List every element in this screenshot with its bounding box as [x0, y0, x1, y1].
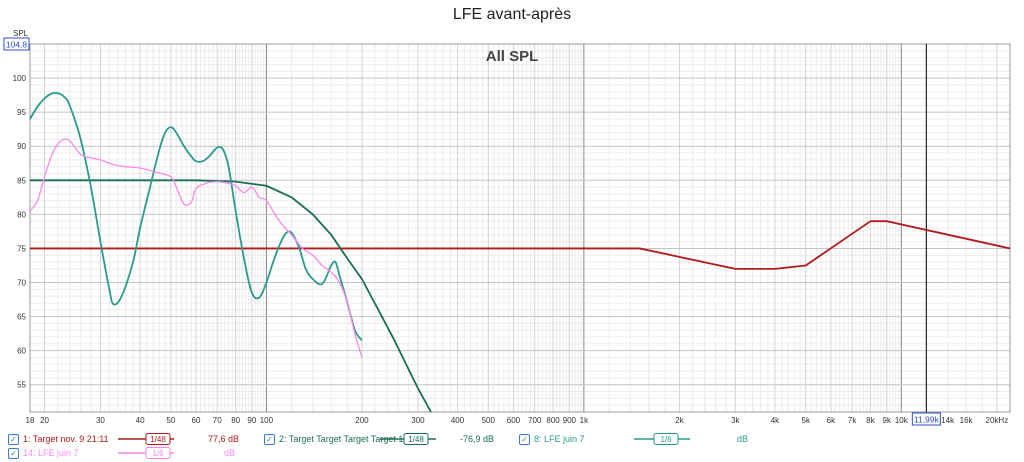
x-tick-label: 1k: [580, 416, 589, 425]
x-tick-label: 90: [247, 416, 256, 425]
plot-frame: [29, 43, 1011, 413]
x-tick-label: 60: [192, 416, 201, 425]
x-tick-label: 10k: [895, 416, 909, 425]
legend-item-lfe-juin-8[interactable]: ✓ 8: LFE juin 7: [519, 432, 585, 446]
y-tick-label: 60: [17, 347, 26, 356]
series-line-3[interactable]: [29, 91, 363, 342]
x-tick-label: 500: [482, 416, 496, 425]
legend-label: 2: Target Target Target Target 1: [279, 434, 404, 444]
x-tick-label: 18: [26, 416, 35, 425]
x-tick-label: 30: [96, 416, 105, 425]
x-tick-label: 100: [260, 416, 274, 425]
x-tick-label: 70: [213, 416, 222, 425]
x-readout-box: [911, 412, 941, 426]
x-tick-label: 40: [136, 416, 145, 425]
legend-level: dB: [224, 448, 236, 458]
x-tick-label: 800: [546, 416, 560, 425]
x-tick-label: 2k: [675, 416, 684, 425]
chart-title: LFE avant-après: [452, 6, 572, 23]
y-tick-label: 55: [17, 381, 26, 390]
smoothing-button[interactable]: 1/48: [118, 433, 174, 445]
checkbox-icon[interactable]: ✓: [8, 447, 19, 459]
y-tick-label: 65: [17, 313, 26, 322]
x-tick-label: 3k: [731, 416, 740, 425]
x-tick-label: 16k: [960, 416, 974, 425]
series-line-2[interactable]: [30, 179, 432, 413]
x-tick-label: 14k: [941, 416, 955, 425]
y-readout-box: [3, 37, 30, 51]
x-tick-label: 8k: [866, 416, 875, 425]
legend: ✓ 1: Target nov. 9 21:11 1/48 77,6 dB ✓ …: [0, 428, 1024, 462]
y-tick-label: 75: [17, 244, 26, 253]
x-tick-label: 50: [166, 416, 175, 425]
frequency-response-plot[interactable]: All SPL SPL 104,8 556065707580859095100 …: [0, 0, 1024, 428]
legend-item-target-target[interactable]: ✓ 2: Target Target Target Target 1: [264, 432, 403, 446]
x-tick-label: 300: [411, 416, 425, 425]
legend-item-target-nov[interactable]: ✓ 1: Target nov. 9 21:11: [8, 432, 109, 446]
y-tick-label: 85: [17, 176, 26, 185]
checkbox-icon[interactable]: ✓: [519, 433, 530, 445]
legend-level: -76,9 dB: [460, 434, 495, 444]
x-tick-label: 200: [355, 416, 369, 425]
x-tick-label: 900: [563, 416, 577, 425]
y-readout: 104,8: [6, 40, 28, 50]
legend-level: dB: [737, 434, 749, 444]
x-tick-label: 4k: [771, 416, 780, 425]
x-tick-label: 80: [231, 416, 240, 425]
series-line-1[interactable]: [30, 220, 1011, 270]
smoothing-label: 1/6: [660, 435, 672, 444]
y-tick-label: 90: [17, 142, 26, 151]
x-tick-label: 400: [451, 416, 465, 425]
x-tick-label: 7k: [848, 416, 857, 425]
y-tick-label: 95: [17, 108, 26, 117]
legend-level: 77,6 dB: [208, 434, 240, 444]
x-tick-label: 9k: [883, 416, 892, 425]
x-tick-label: 5k: [802, 416, 811, 425]
legend-item-lfe-juin-14[interactable]: ✓ 14: LFE juin 7: [8, 446, 79, 460]
x-tick-label: 20: [40, 416, 49, 425]
legend-label: 14: LFE juin 7: [23, 448, 79, 458]
smoothing-button[interactable]: 1/6: [118, 447, 174, 459]
x-tick-label: 20kHz: [986, 416, 1009, 425]
smoothing-label: 1/48: [150, 435, 166, 444]
checkbox-icon[interactable]: ✓: [264, 433, 275, 445]
x-tick-label: 6k: [827, 416, 836, 425]
y-tick-label: 100: [13, 74, 27, 83]
smoothing-label: 1/6: [152, 449, 164, 458]
smoothing-button[interactable]: 1/6: [634, 433, 690, 445]
checkbox-icon[interactable]: ✓: [8, 433, 19, 445]
legend-label: 1: Target nov. 9 21:11: [23, 434, 109, 444]
smoothing-label: 1/48: [408, 435, 424, 444]
x-tick-label: 700: [528, 416, 542, 425]
y-tick-label: 80: [17, 210, 26, 219]
legend-label: 8: LFE juin 7: [534, 434, 585, 444]
x-tick-label: 600: [507, 416, 521, 425]
y-tick-label: 70: [17, 279, 26, 288]
plot-annotation: All SPL: [486, 48, 539, 65]
smoothing-button[interactable]: 1/48: [380, 433, 436, 445]
y-axis-label: SPL: [13, 29, 29, 38]
series-line-4[interactable]: [29, 138, 363, 358]
x-readout: 11,99k: [914, 415, 940, 425]
